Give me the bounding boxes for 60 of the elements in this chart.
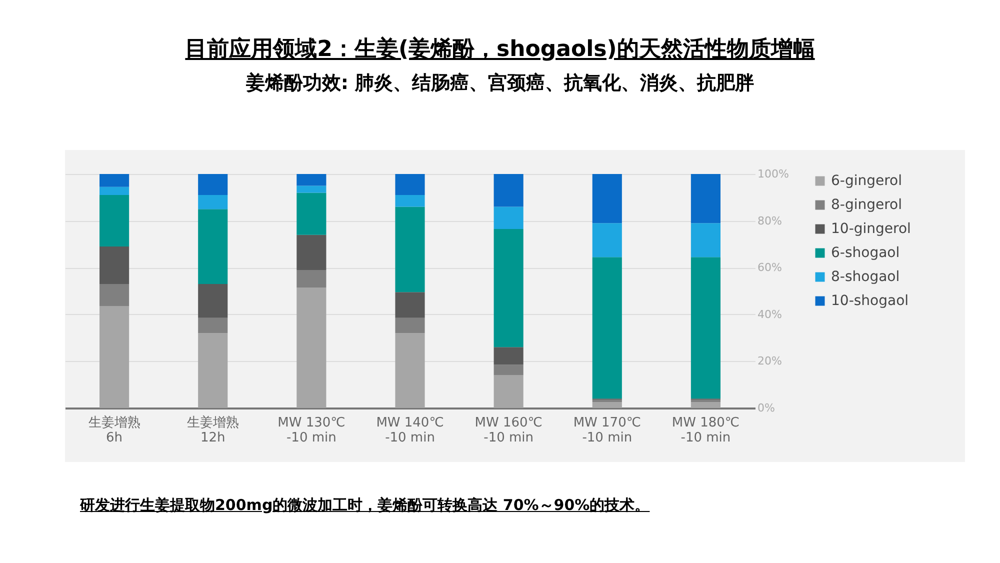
bar <box>494 228 524 348</box>
bar <box>296 174 326 186</box>
x-tick-label: MW 160℃ -10 min <box>474 416 542 446</box>
chart-title: 目前应用领域2：生姜(姜烯酚，shogaols)的天然活性物质增幅 <box>185 37 815 62</box>
legend-label: 8-gingerol <box>831 197 902 213</box>
bar <box>494 347 524 365</box>
bar <box>100 186 130 196</box>
legend-label: 6-gingerol <box>831 173 902 189</box>
bar <box>198 174 228 196</box>
bar <box>296 234 326 270</box>
bar <box>100 306 130 408</box>
x-tick-label: MW 140℃ -10 min <box>376 416 444 446</box>
bar <box>198 195 228 210</box>
y-tick-label: 40% <box>758 308 782 321</box>
x-tick-label: MW 170℃ -10 min <box>573 416 641 446</box>
bar <box>494 364 524 376</box>
legend-label: 10-gingerol <box>831 221 911 237</box>
legend-label: 10-shogaol <box>831 293 909 309</box>
bar <box>198 318 228 334</box>
bar <box>198 209 228 284</box>
y-tick-label: 100% <box>758 168 789 180</box>
legend-label: 8-shogaol <box>831 269 900 285</box>
bar <box>690 174 720 224</box>
bar <box>100 195 130 247</box>
x-tick-label: MW 130℃ -10 min <box>278 416 346 446</box>
y-tick-label: 80% <box>758 214 782 228</box>
bar <box>395 318 425 334</box>
bar <box>296 186 326 193</box>
bar <box>690 257 720 399</box>
bar <box>100 284 130 306</box>
bar <box>494 375 524 408</box>
legend-label: 6-shogaol <box>831 245 900 261</box>
bar <box>592 402 622 408</box>
bar <box>100 246 130 284</box>
bar <box>395 292 425 318</box>
bar <box>690 402 720 408</box>
x-tick-label: MW 180℃ -10 min <box>672 416 740 446</box>
y-tick-label: 0% <box>758 402 775 414</box>
y-tick-label: 20% <box>758 354 782 368</box>
bar <box>296 192 326 235</box>
x-tick-label: 生姜增熟 12h <box>186 414 239 446</box>
bar <box>592 257 622 399</box>
bar <box>494 174 524 207</box>
y-tick-label: 60% <box>758 261 782 274</box>
bar <box>395 333 425 408</box>
bar <box>100 174 130 187</box>
bar <box>296 270 326 288</box>
bar <box>592 174 622 224</box>
bar <box>592 223 622 258</box>
bar <box>494 206 524 229</box>
x-tick-label: 生姜增熟 6h <box>88 414 140 446</box>
text: 研发进行生姜提取物200mg的微波加工时，姜烯酚可转换高达 70%～90%的技术。 <box>80 496 650 515</box>
chart-subtitle: 姜烯酚功效: 肺炎、结肠癌、宫颈癌、抗氧化、消炎、抗肥胖 <box>244 71 756 96</box>
bar <box>690 223 720 258</box>
bar <box>296 287 326 408</box>
bar <box>395 206 425 292</box>
bar <box>198 333 228 408</box>
bar <box>395 195 425 207</box>
bar <box>198 284 228 318</box>
bar <box>395 174 425 196</box>
